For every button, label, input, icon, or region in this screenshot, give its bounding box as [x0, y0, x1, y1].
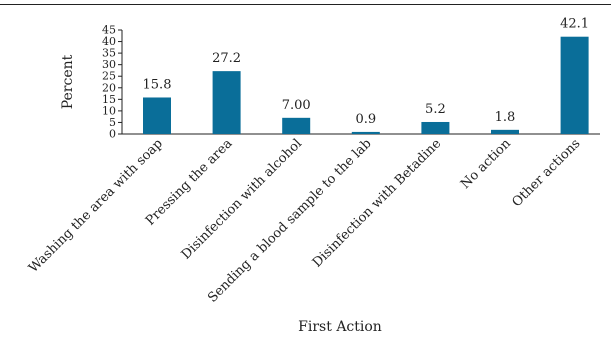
y-tick-label: 10: [102, 104, 116, 117]
category-label: No action: [458, 136, 514, 192]
bar: [491, 129, 519, 134]
y-tick-label: 15: [102, 93, 116, 106]
bar: [212, 71, 241, 134]
bar: [560, 36, 589, 134]
bar: [143, 97, 171, 134]
bar: [421, 121, 450, 134]
bar-value-label: 1.8: [495, 110, 516, 125]
category-label: Washing the area with soap: [26, 136, 166, 276]
x-axis-title: First Action: [298, 319, 382, 335]
y-tick-label: 40: [102, 35, 116, 48]
y-tick-label: 0: [109, 128, 116, 141]
bar: [282, 117, 311, 134]
bar-value-label: 7.00: [282, 98, 311, 113]
y-tick-label: 25: [102, 70, 116, 83]
category-label: Other actions: [509, 136, 583, 210]
category-label: Disinfection with alcohol: [179, 136, 305, 262]
bar-value-label: 0.9: [355, 112, 376, 127]
bar-value-label: 42.1: [560, 17, 589, 32]
bar: [351, 131, 380, 134]
y-tick-label: 5: [109, 116, 116, 129]
y-tick-label: 20: [102, 81, 116, 94]
y-tick-label: 45: [102, 24, 116, 37]
y-tick-label: 35: [102, 47, 116, 60]
category-label: Disinfection with Betadine: [310, 136, 445, 271]
bar-value-label: 27.2: [212, 51, 241, 66]
bar-value-label: 5.2: [425, 102, 446, 117]
y-axis-title: Percent: [60, 54, 76, 109]
bar-value-label: 15.8: [143, 77, 172, 92]
y-tick-label: 30: [102, 58, 116, 71]
